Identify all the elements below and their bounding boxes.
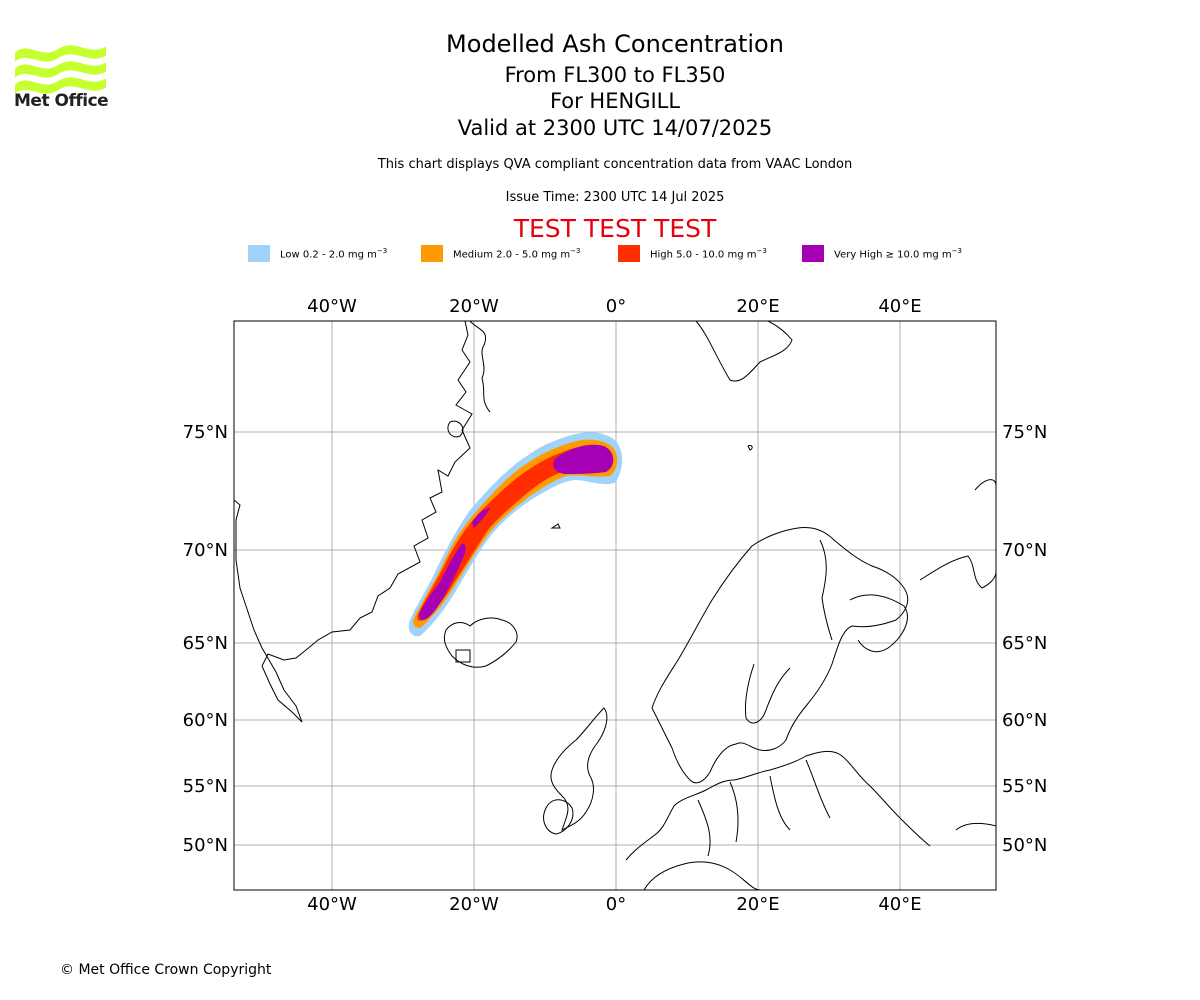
lat-label: 65°N (183, 633, 228, 654)
lat-label: 70°N (1002, 540, 1047, 561)
lat-label: 60°N (183, 710, 228, 731)
lat-label: 50°N (1002, 835, 1047, 856)
lon-label: 20°E (736, 894, 779, 915)
lat-label: 65°N (1002, 633, 1047, 654)
copyright-notice: © Met Office Crown Copyright (60, 962, 272, 978)
lon-label: 0° (606, 894, 626, 915)
lon-label: 40°W (307, 296, 357, 317)
coastlines (234, 321, 996, 890)
lat-labels-right: 75°N 70°N 65°N 60°N 55°N 50°N (1002, 422, 1047, 856)
lon-label: 20°W (449, 296, 499, 317)
legend-swatch-very-high (802, 245, 824, 262)
plume-very-high (419, 444, 614, 620)
legend-label-medium: Medium 2.0 - 5.0 mg m (453, 249, 571, 261)
legend-label-very-high: Very High ≥ 10.0 mg m (834, 249, 952, 261)
lat-label: 60°N (1002, 710, 1047, 731)
lon-label: 0° (606, 296, 626, 317)
lon-label: 40°W (307, 894, 357, 915)
map-frame (233, 320, 997, 891)
test-banner: TEST TEST TEST (513, 214, 717, 243)
issue-time: Issue Time: 2300 UTC 14 Jul 2025 (505, 190, 725, 205)
lon-label: 20°W (449, 894, 499, 915)
chart-description: This chart displays QVA compliant concen… (377, 157, 853, 172)
lon-labels-bottom: 40°W 20°W 0° 20°E 40°E (307, 894, 921, 915)
legend-swatch-low (248, 245, 270, 262)
lon-label: 20°E (736, 296, 779, 317)
lon-label: 40°E (878, 296, 921, 317)
valid-time: Valid at 2300 UTC 14/07/2025 (457, 116, 773, 140)
ash-plume (408, 432, 623, 637)
lat-label: 55°N (183, 776, 228, 797)
volcano-name: For HENGILL (549, 89, 681, 113)
chart-title: Modelled Ash Concentration (446, 30, 784, 58)
legend-label-low: Low 0.2 - 2.0 mg m (280, 249, 377, 261)
flight-level-range: From FL300 to FL350 (504, 63, 726, 87)
lat-label: 50°N (183, 835, 228, 856)
lat-label: 75°N (183, 422, 228, 443)
lat-label: 75°N (1002, 422, 1047, 443)
legend-swatch-high (618, 245, 640, 262)
legend-swatch-medium (421, 245, 443, 262)
met-office-logo-icon (15, 45, 106, 94)
lon-label: 40°E (878, 894, 921, 915)
logo-text: Met Office (14, 91, 109, 111)
map-gridlines (234, 321, 996, 890)
lat-label: 70°N (183, 540, 228, 561)
lat-labels-left: 75°N 70°N 65°N 60°N 55°N 50°N (183, 422, 228, 856)
lat-label: 55°N (1002, 776, 1047, 797)
lon-labels-top: 40°W 20°W 0° 20°E 40°E (307, 296, 921, 317)
legend-label-high: High 5.0 - 10.0 mg m (650, 249, 757, 261)
